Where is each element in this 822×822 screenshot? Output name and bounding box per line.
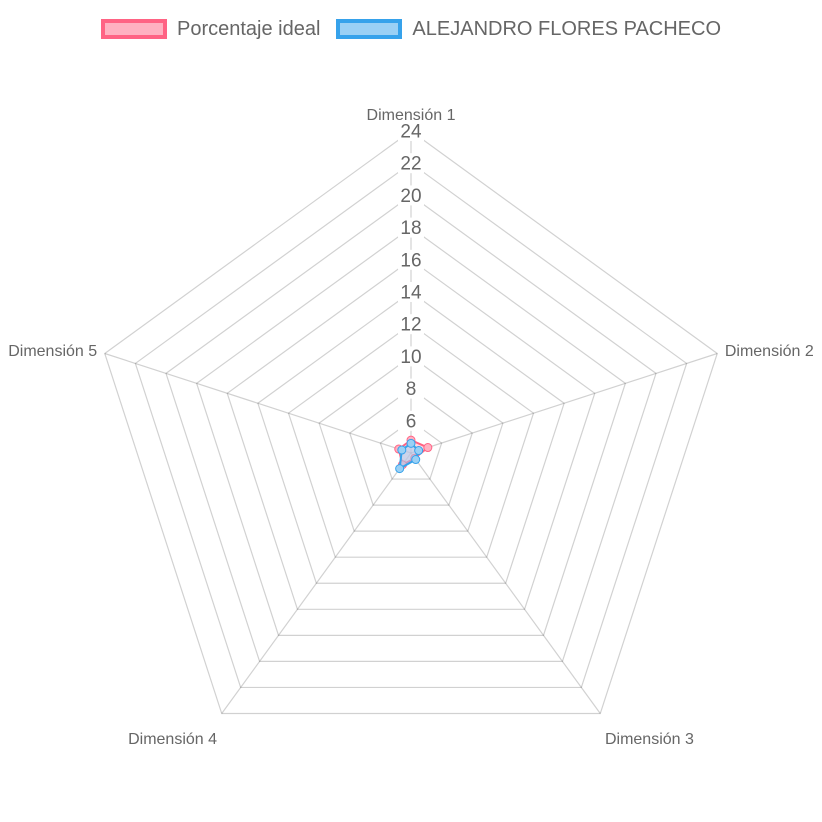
grid-ring-10: [104, 130, 718, 715]
grid-ring-3: [318, 355, 504, 532]
tick-backdrop: [398, 314, 424, 335]
axis-label-dimension-1: Dimensión 1: [367, 107, 456, 124]
series-2-point-1[interactable]: [406, 438, 416, 448]
grid-ring-7: [195, 226, 627, 636]
tick-label-8: 8: [406, 379, 417, 400]
radar-grid: [104, 130, 718, 715]
legend-swatch-student: [336, 19, 403, 39]
spoke-2: [410, 352, 718, 454]
axis-label-dimension-5: Dimensión 5: [8, 343, 97, 360]
spoke-4: [221, 452, 412, 714]
tick-backdrop: [398, 217, 424, 238]
tick-label-12: 12: [400, 315, 421, 336]
series-1-point-2[interactable]: [423, 443, 433, 453]
tick-backdrop: [398, 153, 424, 174]
tick-label-18: 18: [400, 218, 421, 239]
axis-labels: Dimensión 1 Dimensión 2 Dimensión 3 Dimensi…: [8, 107, 814, 748]
series-2-point-5[interactable]: [397, 445, 407, 455]
legend-label-student: ALEJANDRO FLORES PACHECO: [412, 17, 722, 40]
grid-ring-5: [257, 291, 565, 584]
legend-swatch-ideal: [100, 19, 167, 39]
spoke-5: [104, 352, 412, 454]
legend-item-ideal[interactable]: Porcentaje ideal: [100, 17, 321, 41]
axis-label-dimension-2: Dimensión 2: [725, 343, 814, 360]
tick-backdrop: [398, 121, 424, 141]
tick-backdrop: [398, 410, 424, 431]
legend-item-student[interactable]: ALEJANDRO FLORES PACHECO: [336, 18, 721, 41]
legend-label-ideal: Porcentaje ideal: [176, 17, 321, 40]
axis-label-dimension-3: Dimensión 3: [605, 731, 694, 748]
series-2-point-3[interactable]: [411, 455, 421, 465]
tick-backdrop: [398, 185, 424, 206]
tick-backdrop: [398, 346, 424, 367]
tick-label-16: 16: [400, 250, 421, 271]
scale-tick-labels: 6 8 10 12 14 16 18 20 22 24: [398, 121, 424, 432]
axis-label-dimension-4: Dimensión 4: [128, 731, 217, 748]
grid-ring-6: [226, 259, 596, 610]
tick-label-20: 20: [400, 186, 421, 207]
tick-backdrop: [398, 378, 424, 399]
spoke-3: [410, 452, 601, 714]
grid-ring-8: [165, 194, 657, 663]
radar-spokes: [104, 131, 718, 714]
grid-ring-9: [134, 162, 688, 689]
tick-backdrop: [398, 249, 424, 270]
tick-label-10: 10: [400, 347, 421, 368]
grid-ring-1: [379, 420, 443, 480]
chart-legend: Porcentaje ideal ALEJANDRO FLORES PACHEC…: [0, 12, 822, 46]
series-layer: [394, 435, 433, 474]
tick-label-14: 14: [400, 283, 422, 304]
grid-ring-2: [349, 387, 473, 506]
tick-label-22: 22: [400, 154, 421, 175]
series-2-point-4[interactable]: [395, 464, 405, 474]
tick-label-24: 24: [400, 122, 422, 143]
tick-label-6: 6: [406, 411, 417, 432]
tick-backdrop: [398, 282, 424, 302]
grid-ring-4: [287, 323, 535, 558]
series-2-point-2[interactable]: [414, 446, 424, 456]
